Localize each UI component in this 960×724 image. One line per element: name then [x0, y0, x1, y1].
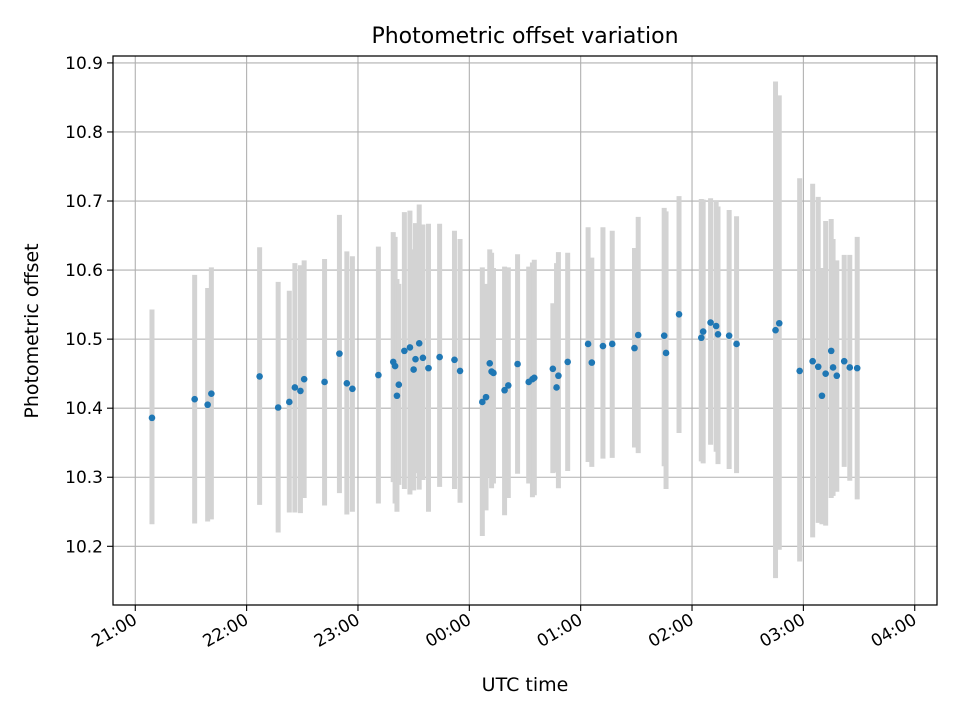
- data-point: [297, 387, 304, 395]
- data-point: [425, 364, 432, 372]
- data-point: [504, 382, 512, 389]
- data-point: [818, 392, 826, 400]
- data-point: [375, 371, 382, 379]
- data-point: [514, 360, 521, 368]
- y-axis-label: Photometric offset: [21, 243, 43, 418]
- data-point: [148, 414, 156, 422]
- data-point: [772, 326, 779, 334]
- y-tick-label: 10.3: [65, 468, 103, 488]
- data-point: [391, 362, 399, 370]
- data-point: [274, 404, 282, 411]
- data-point: [634, 331, 642, 339]
- data-point: [833, 372, 841, 380]
- data-point: [486, 360, 494, 367]
- data-point: [698, 334, 705, 342]
- data-point: [555, 372, 562, 380]
- data-point: [412, 355, 419, 363]
- data-point: [662, 349, 670, 357]
- data-point: [733, 340, 740, 348]
- data-point: [343, 380, 351, 387]
- data-point: [204, 401, 211, 409]
- data-point: [853, 364, 861, 372]
- data-points: [148, 310, 861, 422]
- data-point: [419, 354, 427, 362]
- data-point: [549, 365, 557, 373]
- y-tick-label: 10.4: [65, 399, 103, 419]
- y-tick-label: 10.9: [65, 54, 103, 74]
- data-point: [564, 358, 571, 366]
- data-point: [775, 319, 783, 327]
- y-tick-label: 10.5: [65, 330, 103, 350]
- data-point: [829, 364, 837, 371]
- data-point: [809, 357, 816, 365]
- data-point: [490, 369, 497, 377]
- data-point: [660, 332, 668, 339]
- y-tick-label: 10.8: [65, 123, 103, 143]
- data-point: [530, 374, 538, 382]
- data-point: [796, 367, 803, 375]
- y-tick-label: 10.6: [65, 261, 103, 281]
- plot-frame: [112, 55, 938, 606]
- data-point: [631, 344, 638, 352]
- data-point: [707, 319, 714, 326]
- data-point: [712, 322, 720, 330]
- data-point: [714, 330, 722, 338]
- data-point: [349, 385, 356, 393]
- data-point: [846, 364, 854, 371]
- chart-title: Photometric offset variation: [371, 24, 678, 49]
- data-point: [410, 366, 417, 373]
- data-point: [406, 344, 414, 351]
- data-point: [814, 363, 822, 371]
- data-point: [291, 384, 299, 391]
- data-point: [827, 347, 835, 355]
- data-point: [415, 339, 423, 347]
- data-point: [286, 398, 293, 406]
- x-axis-label: UTC time: [482, 674, 569, 696]
- data-point: [840, 357, 848, 365]
- data-point: [300, 375, 308, 383]
- data-point: [584, 340, 592, 348]
- data-point: [725, 332, 733, 339]
- data-point: [401, 347, 408, 355]
- data-point: [321, 378, 328, 386]
- data-point: [208, 390, 215, 397]
- data-point: [336, 350, 343, 357]
- data-point: [393, 392, 401, 400]
- data-point: [699, 328, 707, 335]
- data-point: [608, 340, 616, 348]
- data-point: [436, 353, 443, 361]
- data-point: [456, 367, 464, 375]
- data-point: [191, 395, 198, 403]
- data-point: [451, 356, 458, 364]
- y-tick-label: 10.2: [65, 537, 103, 557]
- data-point: [482, 393, 490, 401]
- data-point: [822, 370, 829, 377]
- data-point: [256, 373, 263, 380]
- y-tick-label: 10.7: [65, 192, 103, 212]
- data-point: [599, 342, 607, 350]
- data-point: [395, 381, 403, 389]
- data-point: [553, 384, 560, 391]
- y-axis-ticks: 10.2 10.3 10.4 10.5 10.6 10.7 10.8 10.9: [65, 54, 113, 557]
- data-point: [501, 386, 508, 394]
- data-point: [588, 359, 596, 366]
- data-point: [479, 398, 486, 406]
- data-point: [675, 310, 683, 318]
